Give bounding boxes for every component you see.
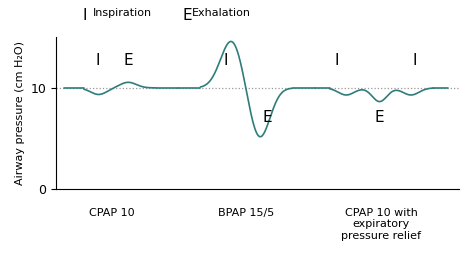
Text: I: I [83,8,87,23]
Text: I: I [335,53,339,68]
Text: Inspiration: Inspiration [92,8,152,18]
Text: E: E [182,8,192,23]
Text: I: I [96,53,100,68]
Text: CPAP 10: CPAP 10 [89,208,135,218]
Text: Exhalation: Exhalation [192,8,251,18]
Text: BPAP 15/5: BPAP 15/5 [219,208,274,218]
Text: E: E [375,110,384,125]
Text: CPAP 10 with
expiratory
pressure relief: CPAP 10 with expiratory pressure relief [341,208,421,241]
Y-axis label: Airway pressure (cm H₂O): Airway pressure (cm H₂O) [15,41,25,185]
Text: E: E [262,110,272,125]
Text: E: E [123,53,133,68]
Text: I: I [412,53,417,68]
Text: I: I [224,53,228,68]
